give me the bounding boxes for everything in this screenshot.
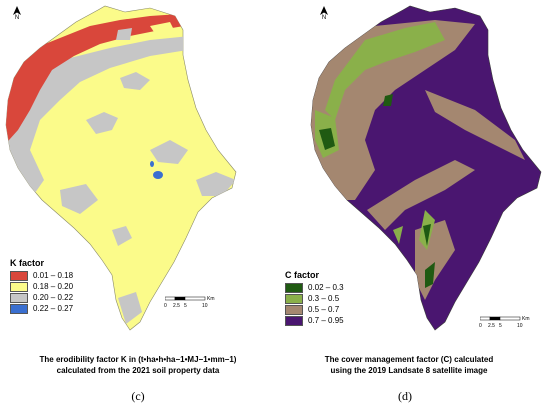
legend-swatch bbox=[10, 303, 28, 314]
legend-swatch bbox=[10, 270, 28, 281]
legend-label: 0.22 – 0.27 bbox=[33, 304, 74, 313]
legend-swatch bbox=[285, 282, 303, 293]
c-factor-map bbox=[310, 5, 542, 331]
legend-label: 0.20 – 0.22 bbox=[33, 293, 74, 302]
legend-swatch bbox=[285, 293, 303, 304]
caption-line: The cover management factor (C) calculat… bbox=[324, 355, 494, 364]
legend-label: 0.01 – 0.18 bbox=[33, 271, 74, 280]
legend-swatch bbox=[10, 292, 28, 303]
caption-line: The erodibility factor K in (t•ha•h•ha−1… bbox=[39, 355, 237, 364]
scale-tick: 0 bbox=[479, 323, 482, 329]
scale-tick: 5 bbox=[184, 303, 187, 309]
panel-label-c: (c) bbox=[131, 389, 145, 403]
scale-tick: 2.5 bbox=[173, 303, 180, 309]
scale-unit: Km bbox=[207, 296, 215, 302]
caption-c: The erodibility factor K in (t•ha•h•ha−1… bbox=[8, 354, 268, 376]
legend-item: 0.3 – 0.5 bbox=[285, 293, 344, 304]
legend-label: 0.18 – 0.20 bbox=[33, 282, 74, 291]
legend-swatch bbox=[10, 281, 28, 292]
legend-swatch bbox=[285, 315, 303, 326]
north-label: N bbox=[321, 15, 327, 21]
panel-c-factor: N C factor bbox=[275, 0, 550, 407]
legend-label: 0.02 – 0.3 bbox=[308, 283, 344, 292]
k-blue-patch bbox=[153, 171, 163, 179]
scale-unit: Km bbox=[522, 316, 530, 322]
caption-d: The cover management factor (C) calculat… bbox=[279, 354, 539, 376]
legend-item: 0.7 – 0.95 bbox=[285, 315, 344, 326]
scale-bar-graphic bbox=[164, 296, 206, 301]
north-label: N bbox=[14, 15, 20, 21]
north-arrow: N bbox=[12, 6, 22, 21]
legend-label: 0.7 – 0.95 bbox=[308, 316, 344, 325]
legend-item: 0.18 – 0.20 bbox=[10, 281, 73, 292]
legend-label: 0.3 – 0.5 bbox=[308, 294, 340, 303]
scale-tick: 10 bbox=[202, 303, 208, 309]
panel-k-factor: N K factor bbox=[5, 5, 268, 403]
legend-item: 0.01 – 0.18 bbox=[10, 270, 73, 281]
c-factor-legend: C factor 0.02 – 0.3 0.3 – 0.5 0.5 – 0.7 … bbox=[285, 270, 344, 326]
north-arrow-icon bbox=[13, 6, 21, 15]
scale-tick: 10 bbox=[517, 323, 523, 329]
legend-swatch bbox=[285, 304, 303, 315]
legend-item: 0.5 – 0.7 bbox=[285, 304, 344, 315]
legend-item: 0.22 – 0.27 bbox=[10, 303, 73, 314]
k-blue-patch bbox=[150, 161, 154, 167]
legend-title: K factor bbox=[10, 258, 45, 268]
scale-tick: 5 bbox=[499, 323, 502, 329]
scale-bar: 0 2.5 5 10 Km bbox=[164, 296, 225, 309]
north-arrow-icon bbox=[320, 6, 328, 15]
k-factor-legend: K factor 0.01 – 0.18 0.18 – 0.20 0.20 – … bbox=[10, 258, 73, 314]
k-factor-map bbox=[5, 5, 237, 331]
scale-tick: 0 bbox=[164, 303, 167, 309]
north-arrow: N bbox=[319, 6, 329, 21]
legend-title: C factor bbox=[285, 270, 320, 280]
caption-line: using the 2019 Landsate 8 satellite imag… bbox=[330, 366, 488, 375]
legend-item: 0.02 – 0.3 bbox=[285, 282, 344, 293]
scale-bar: 0 2.5 5 10 Km bbox=[479, 316, 540, 329]
panel-label-d: (d) bbox=[398, 389, 412, 403]
legend-label: 0.5 – 0.7 bbox=[308, 305, 340, 314]
caption-line: calculated from the 2021 soil property d… bbox=[56, 366, 220, 375]
scale-bar-graphic bbox=[479, 316, 521, 321]
legend-item: 0.20 – 0.22 bbox=[10, 292, 73, 303]
scale-tick: 2.5 bbox=[488, 323, 495, 329]
